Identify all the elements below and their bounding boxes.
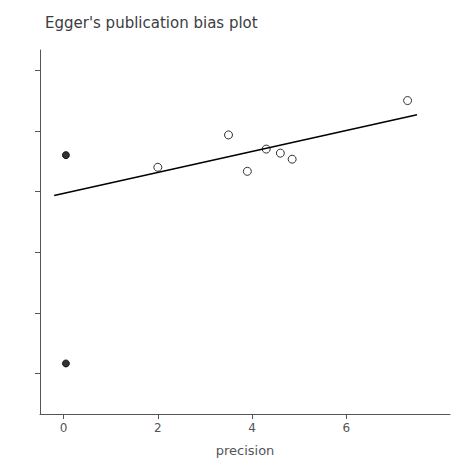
svg-text:6: 6 [343, 421, 351, 435]
svg-text:2: 2 [154, 421, 162, 435]
svg-text:0: 0 [60, 421, 68, 435]
svg-text:4: 4 [248, 421, 256, 435]
svg-text:precision: precision [216, 443, 275, 458]
svg-text:Egger's publication bias plot: Egger's publication bias plot [45, 14, 258, 32]
